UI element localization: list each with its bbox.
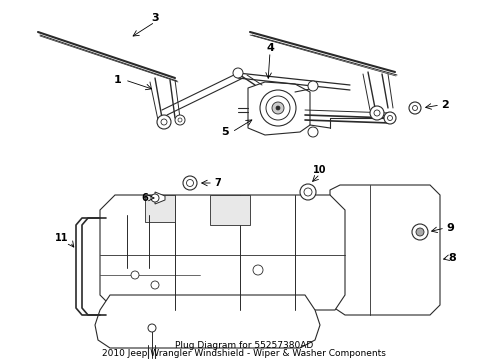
Text: 11: 11 xyxy=(55,233,69,243)
Circle shape xyxy=(412,105,417,111)
Circle shape xyxy=(415,228,423,236)
Circle shape xyxy=(411,224,427,240)
Text: 4: 4 xyxy=(265,43,273,53)
Text: Plug Diagram for 55257380AD: Plug Diagram for 55257380AD xyxy=(175,342,312,351)
Text: 9: 9 xyxy=(445,223,453,233)
Circle shape xyxy=(157,115,171,129)
Polygon shape xyxy=(329,185,439,315)
Polygon shape xyxy=(209,195,249,225)
Circle shape xyxy=(408,102,420,114)
Polygon shape xyxy=(247,82,309,135)
Circle shape xyxy=(275,106,280,110)
Circle shape xyxy=(373,110,379,116)
Polygon shape xyxy=(100,195,345,310)
Circle shape xyxy=(252,265,263,275)
Circle shape xyxy=(369,106,383,120)
Circle shape xyxy=(178,118,182,122)
Circle shape xyxy=(232,68,243,78)
Polygon shape xyxy=(145,195,175,222)
Text: 8: 8 xyxy=(447,253,455,263)
Text: 7: 7 xyxy=(214,178,221,188)
Text: 3: 3 xyxy=(151,13,159,23)
Circle shape xyxy=(131,271,139,279)
Polygon shape xyxy=(95,295,319,348)
Circle shape xyxy=(307,81,317,91)
Circle shape xyxy=(304,188,311,196)
Circle shape xyxy=(151,281,159,289)
Circle shape xyxy=(307,127,317,137)
Text: 10: 10 xyxy=(313,165,326,175)
Text: 2010 Jeep Wrangler Windshield - Wiper & Washer Components: 2010 Jeep Wrangler Windshield - Wiper & … xyxy=(102,350,385,359)
Circle shape xyxy=(383,112,395,124)
Text: 2: 2 xyxy=(440,100,448,110)
Circle shape xyxy=(186,180,193,186)
Circle shape xyxy=(151,194,159,202)
Circle shape xyxy=(265,96,289,120)
Text: 5: 5 xyxy=(221,127,228,137)
Circle shape xyxy=(260,90,295,126)
Circle shape xyxy=(148,324,156,332)
Circle shape xyxy=(183,176,197,190)
Circle shape xyxy=(161,119,167,125)
Circle shape xyxy=(271,102,284,114)
Circle shape xyxy=(299,184,315,200)
Text: 6: 6 xyxy=(142,193,148,203)
Text: 1: 1 xyxy=(114,75,122,85)
Circle shape xyxy=(175,115,184,125)
Circle shape xyxy=(386,116,392,121)
Polygon shape xyxy=(155,192,164,204)
